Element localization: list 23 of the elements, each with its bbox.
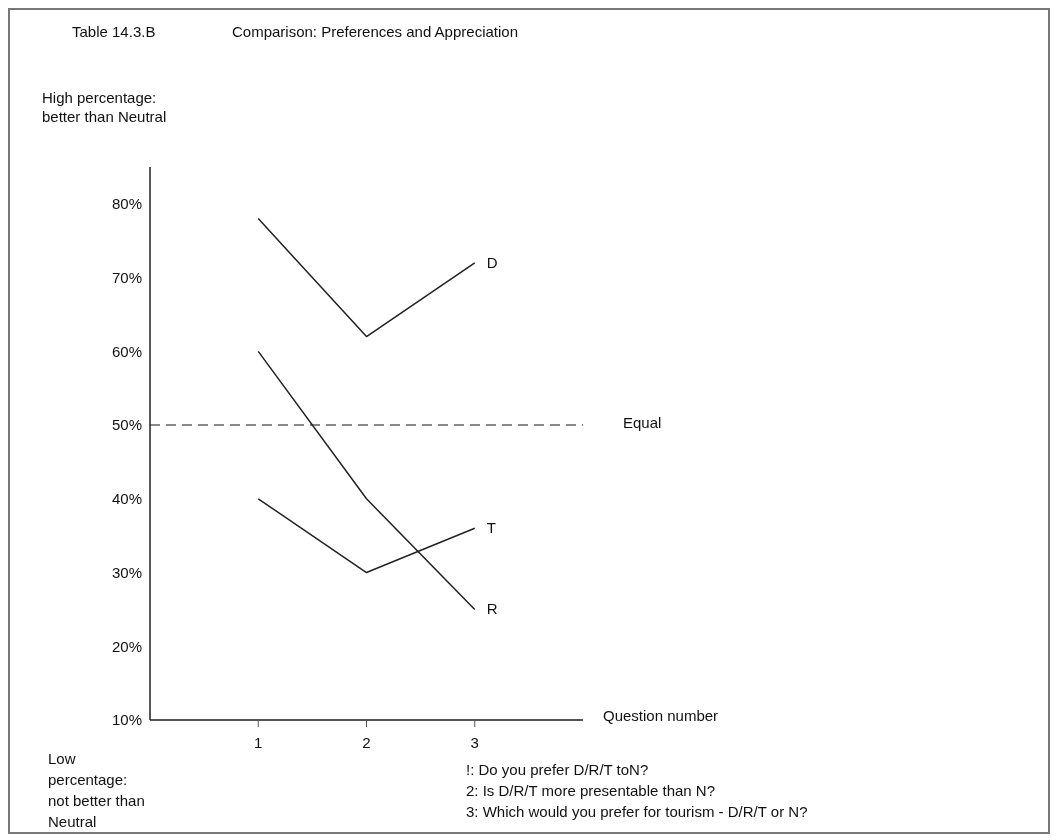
y-tick-label: 80%	[111, 195, 142, 213]
caption: Table 14.3.B	[72, 22, 156, 41]
text: 2: Is D/R/T more presentable than N?	[466, 781, 716, 800]
series-label: R	[486, 600, 498, 618]
x-tick-label: 3	[470, 733, 479, 751]
y-tick-label: 30%	[111, 563, 142, 581]
y-tick-label: 10%	[111, 711, 142, 729]
x-axis-title: Question number	[603, 706, 719, 725]
x-tick-label: 1	[254, 733, 263, 751]
y-tick-label: 20%	[111, 637, 142, 655]
text: Low percentage: not better than Neutral	[48, 749, 146, 832]
y-tick-label: 50%	[111, 416, 142, 434]
series-label: D	[486, 253, 498, 271]
series-label: T	[486, 519, 496, 537]
text: 3: Which would you prefer for tourism - D/R/T or N?	[466, 802, 808, 821]
y-tick-label: 70%	[111, 268, 142, 286]
y-axis-title: High percentage: better than Neutral	[42, 88, 168, 126]
x-tick-label: 2	[362, 733, 371, 751]
text: !: Do you prefer D/R/T toN?	[466, 760, 649, 779]
y-tick-label: 60%	[111, 342, 142, 360]
y-tick-label: 40%	[111, 490, 142, 508]
ref-line-label: Equal	[623, 413, 662, 433]
chart-title: Comparison: Preferences and Appreciation	[232, 22, 518, 41]
